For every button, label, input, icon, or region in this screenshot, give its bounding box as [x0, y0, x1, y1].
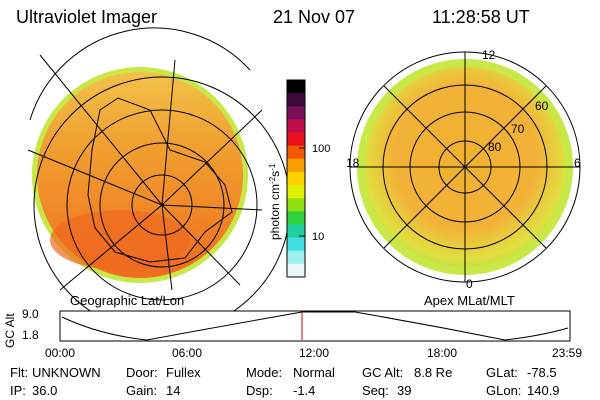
colorbar-segment	[287, 211, 305, 225]
info-value: -78.5	[527, 365, 557, 380]
colorbar-segment	[287, 93, 305, 107]
meridian-line	[27, 149, 163, 206]
info-value: 39	[397, 383, 412, 398]
coastline	[87, 97, 233, 263]
y-tick-label: 1.8	[22, 328, 39, 342]
info-value: UNKNOWN	[32, 365, 101, 380]
x-tick-label: 23:59	[552, 346, 582, 360]
timeline-frame	[59, 310, 571, 342]
mlt-label-18: 18	[346, 156, 360, 170]
right-panel-label: Apex MLat/MLT	[424, 293, 515, 308]
x-tick-label: 06:00	[172, 346, 202, 360]
meridian-line	[161, 204, 263, 211]
info-value: -1.4	[293, 383, 316, 398]
colorbar-segment	[287, 132, 305, 147]
info-value: 36.0	[32, 383, 58, 398]
meridian-line	[161, 109, 263, 206]
mlt-label-0: 0	[466, 277, 473, 291]
info-value: Fullex	[166, 365, 201, 380]
info-value: 8.8 Re	[414, 365, 453, 380]
gc-altitude-timeline: 9.0 1.8 GC Alt 00:00 06:00 12:00 18:00 2…	[3, 307, 582, 360]
info-key: Seq:	[362, 383, 389, 398]
mlt-label-12: 12	[482, 48, 496, 62]
colorbar-tick-label: 10	[312, 231, 324, 243]
left-panel-label: Geographic Lat/Lon	[70, 293, 185, 308]
info-key: Door:	[126, 365, 158, 380]
colorbar-segment	[287, 145, 305, 160]
info-key: Dsp:	[246, 383, 273, 398]
info-key: GLat:	[486, 365, 518, 380]
colorbar-segment	[287, 224, 305, 239]
apex-image: 12 18 6 0 60 70 80	[346, 48, 581, 291]
info-value: 140.9	[527, 383, 560, 398]
meridian-line	[39, 54, 163, 206]
colorbar-segment	[287, 106, 305, 120]
info-key: Mode:	[246, 365, 283, 380]
colorbar-segment	[287, 158, 305, 173]
timeline-axis-label: GC Alt	[3, 313, 17, 348]
instrument-title: Ultraviolet Imager	[16, 7, 158, 27]
mlat-label-80: 80	[488, 140, 502, 154]
colorbar-segment	[287, 171, 305, 186]
colorbar-frame	[286, 79, 306, 278]
lat-circle	[131, 174, 193, 236]
geographic-image	[27, 27, 291, 334]
mlat-label-70: 70	[511, 122, 525, 136]
colorbar-segment	[287, 80, 305, 94]
lat-circle	[66, 109, 258, 301]
meridian-line	[161, 204, 241, 286]
info-key: Flt:	[10, 365, 29, 380]
info-key: IP:	[10, 383, 26, 398]
info-value: Normal	[293, 365, 335, 380]
outer-grid-arc	[29, 27, 251, 121]
colorbar-segment	[287, 185, 305, 199]
meridian-line	[161, 204, 173, 291]
colorbar: 100 10 photon cm-2s-1	[268, 79, 330, 278]
colorbar-unit-label: photon cm-2s-1	[268, 163, 283, 240]
y-tick-label: 9.0	[22, 307, 39, 321]
mlt-label-6: 6	[574, 156, 581, 170]
meridian-line	[59, 204, 163, 291]
colorbar-segment	[287, 198, 305, 212]
x-tick-label: 00:00	[45, 346, 75, 360]
meridian-line	[161, 59, 176, 206]
colorbar-tick-label: 100	[312, 143, 330, 155]
mlat-label-60: 60	[535, 99, 549, 113]
colorbar-segment	[287, 263, 305, 278]
x-tick-label: 18:00	[427, 346, 457, 360]
x-tick-label: 12:00	[299, 346, 329, 360]
colorbar-segment	[287, 237, 305, 252]
lat-circle	[99, 142, 225, 268]
time-label: 11:28:58 UT	[432, 7, 530, 27]
colorbar-segment	[287, 119, 305, 134]
info-key: GC Alt:	[362, 365, 404, 380]
colorbar-segment	[287, 250, 305, 265]
date-label: 21 Nov 07	[273, 7, 356, 27]
mlt-line-diag	[383, 85, 547, 249]
info-key: GLon:	[486, 383, 522, 398]
info-key: Gain:	[126, 383, 158, 398]
info-value: 14	[166, 383, 181, 398]
